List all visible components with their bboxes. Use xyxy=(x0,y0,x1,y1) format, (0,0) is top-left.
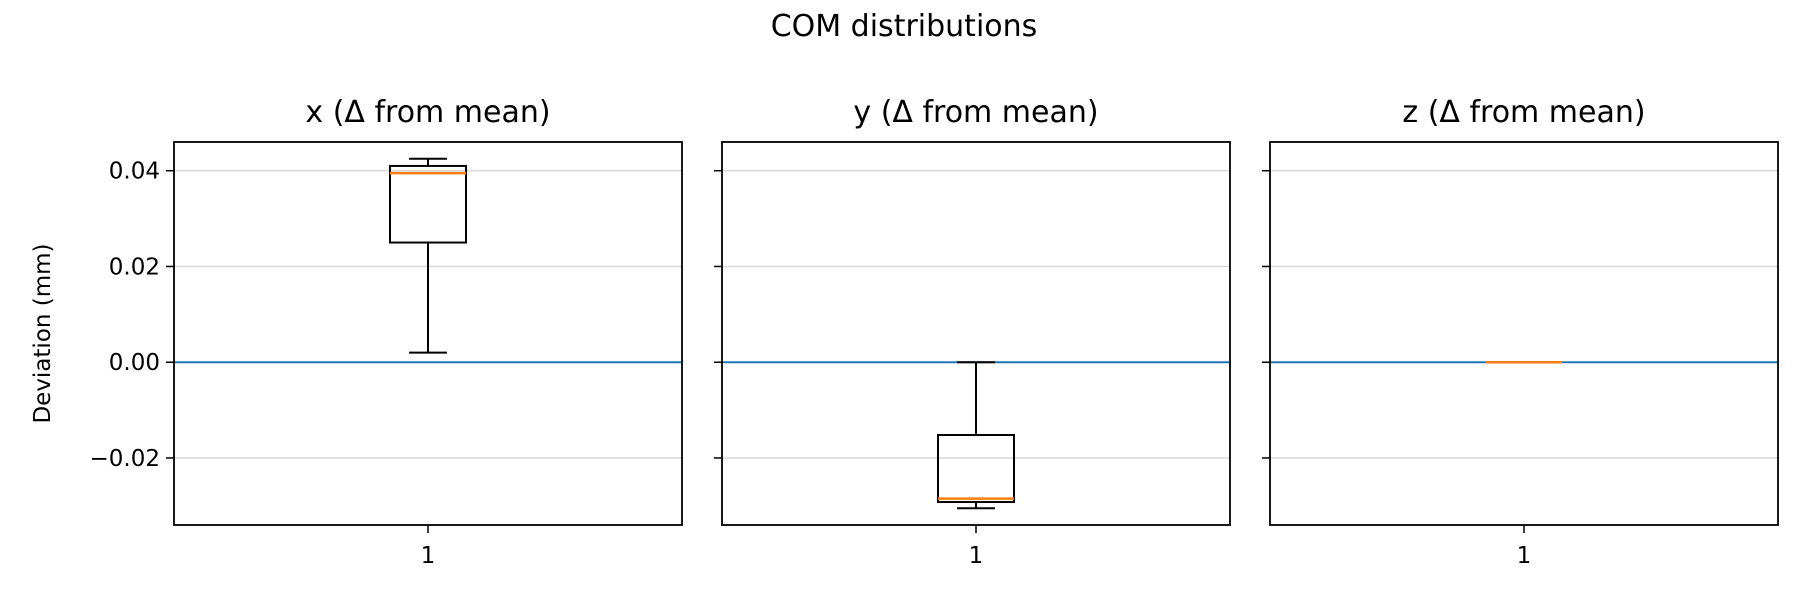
x-tick-label: 1 xyxy=(969,543,984,569)
panel-title: z (Δ from mean) xyxy=(1402,95,1645,130)
iqr-box xyxy=(389,164,467,244)
iqr-box xyxy=(937,433,1015,504)
y-tick-label: −0.02 xyxy=(90,446,160,472)
y-axis-label: Deviation (mm) xyxy=(30,243,56,423)
panel-title: x (Δ from mean) xyxy=(305,95,550,130)
x-tick-label: 1 xyxy=(1517,543,1532,569)
y-tick-label: 0.00 xyxy=(109,350,160,376)
axes-frame xyxy=(721,141,1231,526)
axes-frame xyxy=(1269,141,1779,526)
chart-suptitle: COM distributions xyxy=(771,9,1038,44)
x-tick-label: 1 xyxy=(421,543,436,569)
y-tick-label: 0.04 xyxy=(109,159,160,185)
panel-title: y (Δ from mean) xyxy=(853,95,1098,130)
y-tick-label: 0.02 xyxy=(109,254,160,280)
